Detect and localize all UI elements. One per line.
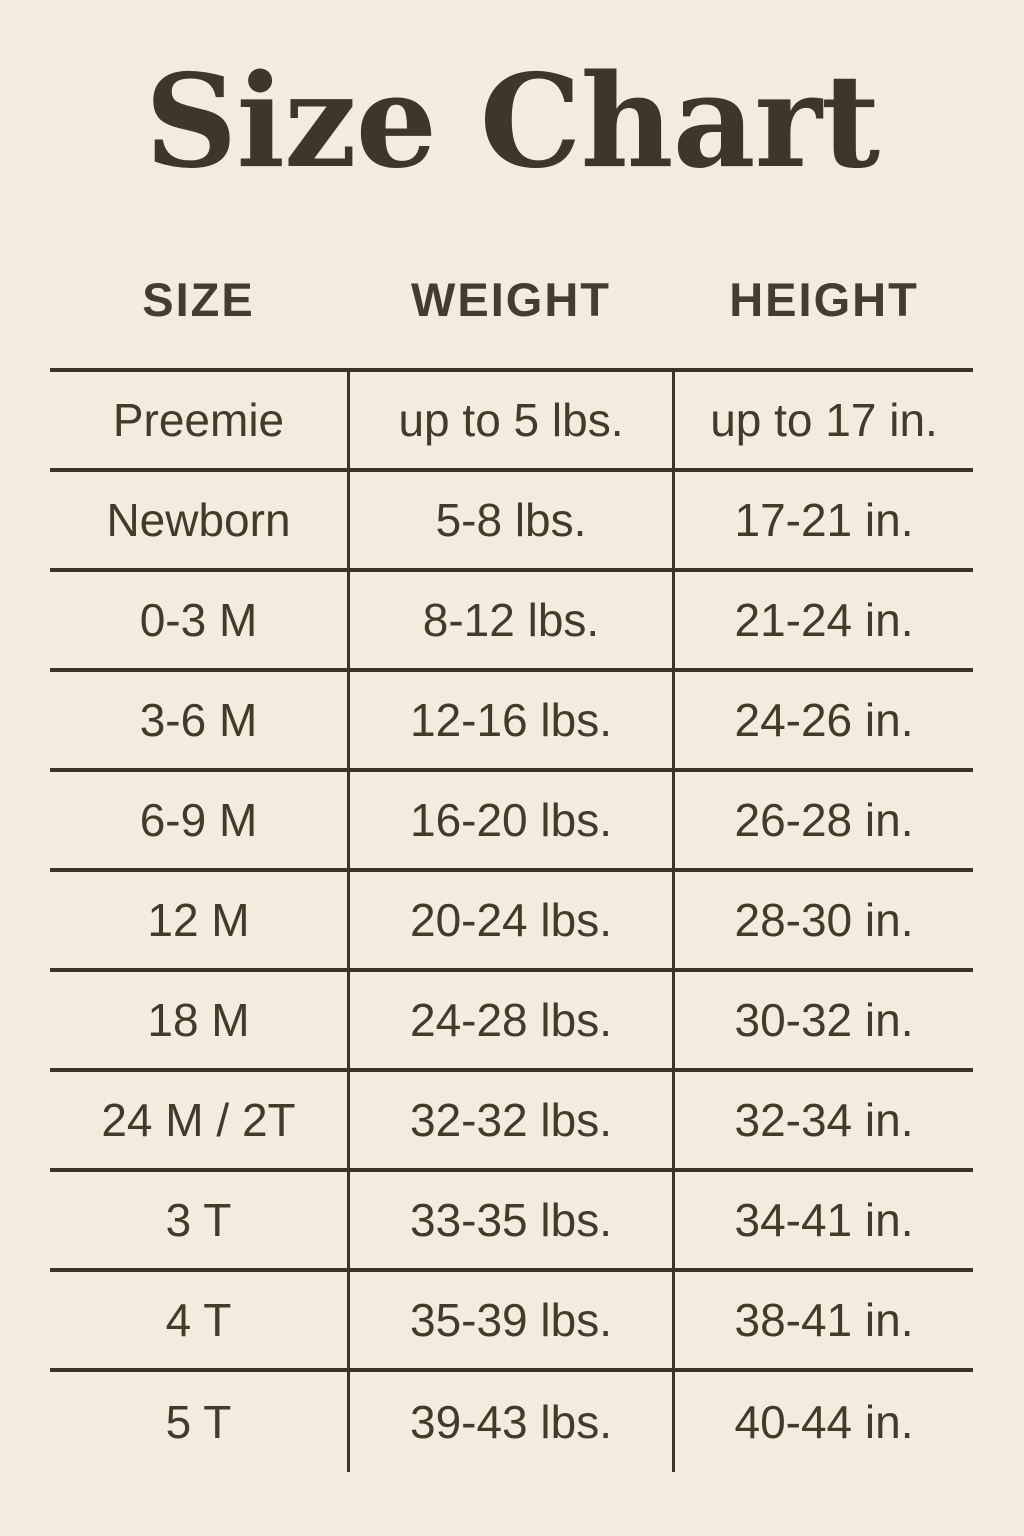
weight-cell: 24-28 lbs. [347, 972, 675, 1068]
size-cell: 3 T [165, 1194, 232, 1246]
height-cell: 26-28 in. [734, 794, 914, 846]
height-cell: 30-32 in. [734, 994, 914, 1046]
height-cell: 32-34 in. [734, 1094, 914, 1146]
table-row: 12 M 20-24 lbs. 28-30 in. [50, 872, 973, 972]
table-row: 4 T 35-39 lbs. 38-41 in. [50, 1272, 973, 1372]
table-row: 3-6 M 12-16 lbs. 24-26 in. [50, 672, 973, 772]
height-cell: 34-41 in. [734, 1194, 914, 1246]
weight-cell: up to 5 lbs. [347, 372, 675, 468]
weight-cell: 8-12 lbs. [347, 572, 675, 668]
height-cell: 21-24 in. [734, 594, 914, 646]
weight-cell: 20-24 lbs. [347, 872, 675, 968]
table-row: 6-9 M 16-20 lbs. 26-28 in. [50, 772, 973, 872]
size-cell: 12 M [147, 894, 250, 946]
table-row: 18 M 24-28 lbs. 30-32 in. [50, 972, 973, 1072]
weight-cell: 12-16 lbs. [347, 672, 675, 768]
height-cell: 24-26 in. [734, 694, 914, 746]
height-cell: 40-44 in. [734, 1396, 914, 1448]
page-title: Size Chart [144, 47, 880, 197]
table-row: 5 T 39-43 lbs. 40-44 in. [50, 1372, 973, 1472]
height-cell: 28-30 in. [734, 894, 914, 946]
size-cell: 18 M [147, 994, 250, 1046]
weight-cell: 33-35 lbs. [347, 1172, 675, 1268]
weight-cell: 35-39 lbs. [347, 1272, 675, 1368]
height-cell: 17-21 in. [734, 494, 914, 546]
column-header-size: SIZE [142, 273, 255, 326]
size-cell: Newborn [106, 494, 291, 546]
size-chart-table: Preemie up to 5 lbs. up to 17 in. Newbor… [50, 368, 973, 1472]
size-cell: 4 T [165, 1294, 232, 1346]
table-header-row: SIZE WEIGHT HEIGHT [50, 272, 973, 327]
table-row: 3 T 33-35 lbs. 34-41 in. [50, 1172, 973, 1272]
table-row: 24 M / 2T 32-32 lbs. 32-34 in. [50, 1072, 973, 1172]
size-cell: 3-6 M [139, 694, 258, 746]
size-cell: 5 T [165, 1396, 232, 1448]
column-header-weight: WEIGHT [411, 273, 611, 326]
weight-cell: 16-20 lbs. [347, 772, 675, 868]
size-cell: 24 M / 2T [101, 1094, 296, 1146]
table-row: 0-3 M 8-12 lbs. 21-24 in. [50, 572, 973, 672]
table-row: Preemie up to 5 lbs. up to 17 in. [50, 372, 973, 472]
height-cell: up to 17 in. [710, 394, 938, 446]
weight-cell: 5-8 lbs. [347, 472, 675, 568]
column-header-height: HEIGHT [729, 273, 919, 326]
weight-cell: 39-43 lbs. [347, 1372, 675, 1472]
size-cell: 0-3 M [139, 594, 258, 646]
table-row: Newborn 5-8 lbs. 17-21 in. [50, 472, 973, 572]
size-cell: 6-9 M [139, 794, 258, 846]
height-cell: 38-41 in. [734, 1294, 914, 1346]
weight-cell: 32-32 lbs. [347, 1072, 675, 1168]
size-cell: Preemie [112, 394, 285, 446]
